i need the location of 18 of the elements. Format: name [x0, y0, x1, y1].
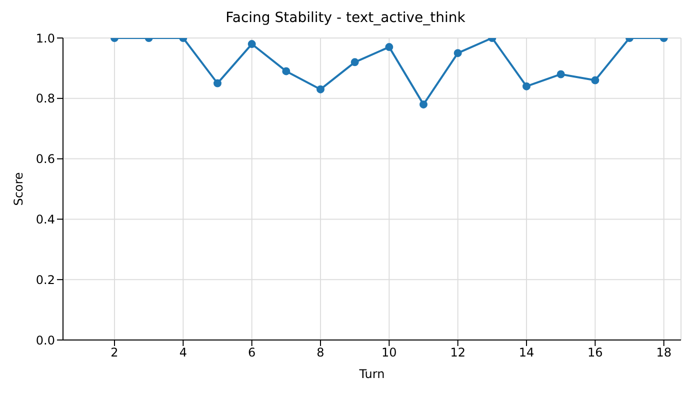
x-axis-title: Turn: [358, 367, 385, 381]
x-tick-label: 18: [656, 346, 672, 360]
y-axis-title: Score: [11, 172, 26, 206]
y-tick-label: 0.0: [36, 333, 55, 348]
y-tick-label: 0.4: [36, 212, 55, 226]
x-tick-label: 14: [518, 346, 534, 360]
x-tick-label: 10: [382, 346, 397, 360]
x-tick-label: 2: [110, 346, 118, 360]
y-tick-label: 0.6: [36, 152, 55, 166]
x-tick-label: 8: [316, 346, 324, 360]
y-tick-label: 0.8: [36, 92, 55, 106]
x-tick-label: 12: [450, 346, 466, 360]
y-tick-label: 0.2: [36, 272, 55, 287]
x-tick-label: 6: [248, 346, 256, 360]
y-tick-label: 1.0: [36, 31, 55, 46]
x-tick-label: 16: [588, 346, 603, 360]
chart-title: Facing Stability - text_active_think: [224, 9, 466, 28]
x-tick-label: 4: [179, 346, 187, 360]
